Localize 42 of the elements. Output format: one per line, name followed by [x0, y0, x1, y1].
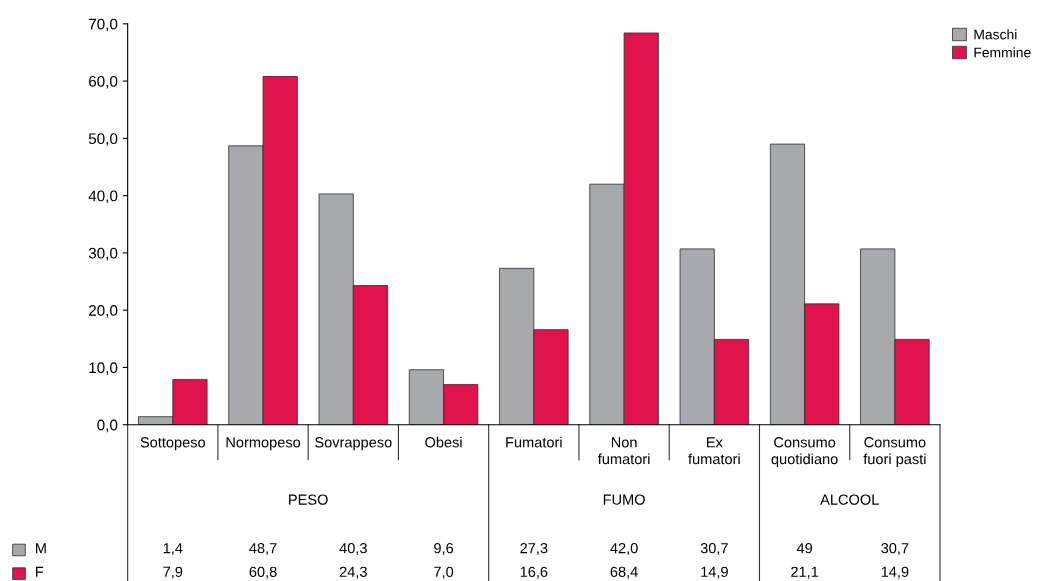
x-tick-label: Sottopeso	[140, 437, 206, 451]
y-tick-label: 0,0	[97, 419, 118, 433]
y-tick-label: 40,0	[88, 190, 118, 204]
data-label: 7,9	[163, 566, 183, 579]
x-tick-label: Obesi	[425, 436, 462, 448]
y-tick-label: 20,0	[88, 305, 118, 318]
x-tick-label: Normopeso	[226, 437, 301, 451]
y-tick-label: 50,0	[88, 133, 118, 146]
x-tick-label: Ex fumatori	[688, 437, 740, 465]
text: PESO	[289, 494, 328, 505]
legend-label: Femmine	[974, 47, 1031, 58]
data-label: 60,8	[249, 566, 277, 579]
data-label: 24,3	[339, 566, 367, 579]
data-label: 49	[796, 542, 813, 554]
x-tick-label: Consumo fuori pasti	[863, 437, 926, 468]
data-label: 68,4	[610, 566, 638, 579]
text: ALCOOL	[820, 494, 879, 505]
data-label: 14,9	[881, 566, 909, 579]
data-label: 1,4	[163, 543, 183, 556]
x-tick-label: Non fumatori	[597, 437, 650, 465]
y-tick-label: 10,0	[89, 362, 118, 375]
x-tick-label: Sovrappeso	[315, 437, 392, 451]
data-label: 30,7	[700, 542, 728, 556]
text: FUMO	[603, 494, 645, 505]
data-label: 40,3	[339, 542, 367, 556]
data-label: 27,3	[520, 542, 548, 556]
y-tick-label: 30,0	[88, 247, 118, 261]
text: F	[36, 566, 44, 577]
data-label: 21,1	[791, 566, 819, 579]
x-tick-label: Consumo quotidiano	[771, 437, 838, 468]
y-tick-label: 60,0	[88, 75, 118, 89]
x-tick-label: Fumatori	[506, 436, 562, 448]
data-label: 30,7	[881, 542, 909, 556]
legend-label: Maschi	[974, 29, 1017, 40]
data-label: 14,9	[701, 566, 728, 579]
data-label: 42,0	[610, 542, 638, 556]
data-label: 9,6	[434, 542, 454, 556]
data-label: 48,7	[249, 542, 277, 556]
y-tick-label: 70,0	[88, 18, 118, 32]
text: M	[36, 543, 46, 554]
data-label: 7,0	[434, 566, 454, 579]
data-label: 16,6	[520, 566, 548, 579]
